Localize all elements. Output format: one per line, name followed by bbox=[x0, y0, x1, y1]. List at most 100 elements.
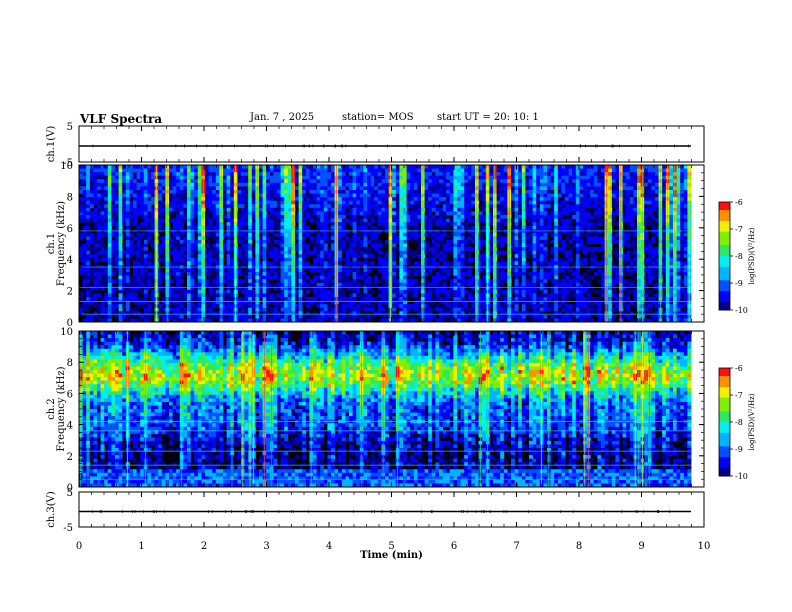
spectrogram-cell bbox=[93, 172, 98, 177]
spectrogram-cell bbox=[179, 297, 184, 301]
spectrogram-cell bbox=[212, 279, 217, 284]
spectrogram-cell bbox=[79, 232, 83, 237]
spectrogram-cell bbox=[244, 243, 249, 248]
spectrogram-cell bbox=[439, 186, 443, 191]
spectrogram-cell bbox=[262, 193, 267, 198]
spectrogram-cell bbox=[392, 186, 397, 191]
spectrogram-cell bbox=[349, 314, 353, 319]
spectrogram-cell bbox=[352, 165, 357, 169]
spectrogram-cell bbox=[215, 197, 220, 202]
spectrogram-cell bbox=[266, 247, 271, 252]
spectrogram-cell bbox=[237, 257, 242, 262]
spectrogram-cell bbox=[226, 311, 231, 316]
spectrogram-cell bbox=[367, 204, 371, 209]
spectrogram-cell bbox=[248, 197, 253, 202]
spectrogram-cell bbox=[356, 165, 361, 169]
spectrogram-cell bbox=[442, 286, 447, 291]
spectrogram-cell bbox=[323, 214, 328, 219]
spectrogram-cell bbox=[489, 168, 494, 173]
spectrogram-cell bbox=[107, 304, 112, 309]
spectrogram-cell bbox=[143, 179, 148, 184]
spectrogram-cell bbox=[86, 197, 91, 202]
spectrogram-cell bbox=[410, 286, 415, 291]
spectrogram-cell bbox=[158, 247, 163, 252]
spectrogram-cell bbox=[331, 314, 335, 319]
spectrogram-cell bbox=[143, 207, 148, 212]
spectrogram-cell bbox=[367, 314, 371, 319]
spectrogram-cell bbox=[428, 172, 433, 177]
spectrogram-cell bbox=[521, 175, 526, 180]
spectrogram-cell bbox=[338, 200, 343, 205]
spectrogram-cell bbox=[518, 297, 523, 301]
spectrogram-cell bbox=[374, 279, 379, 284]
spectrogram-cell bbox=[125, 279, 130, 284]
spectrogram-cell bbox=[298, 239, 303, 244]
spectrogram-cell bbox=[442, 297, 447, 301]
spectrogram-cell bbox=[406, 211, 411, 216]
spectrogram-cell bbox=[259, 189, 263, 194]
spectrogram-cell bbox=[442, 250, 447, 255]
spectrogram-cell bbox=[147, 222, 152, 227]
spectrogram-cell bbox=[385, 168, 389, 173]
spectrogram-cell bbox=[140, 232, 145, 237]
spectrogram-cell bbox=[514, 297, 519, 301]
spectrogram-cell bbox=[363, 179, 368, 184]
spectrogram-cell bbox=[367, 304, 371, 309]
spectrogram-cell bbox=[197, 282, 202, 287]
spectrogram-cell bbox=[179, 304, 184, 309]
spectrogram-cell bbox=[349, 254, 353, 259]
spectrogram-cell bbox=[341, 189, 346, 194]
spectrogram-cell bbox=[93, 254, 98, 259]
spectrogram-cell bbox=[89, 211, 94, 216]
spectrogram-cell bbox=[212, 247, 217, 252]
spectrogram-cell bbox=[363, 307, 368, 312]
spectrogram-cell bbox=[251, 247, 256, 252]
spectrogram-cell bbox=[287, 165, 292, 169]
spectrogram-cell bbox=[140, 200, 145, 205]
spectrogram-cell bbox=[431, 247, 436, 252]
spectrogram-cell bbox=[187, 207, 191, 212]
spectrogram-cell bbox=[187, 232, 191, 237]
spectrogram-cell bbox=[111, 272, 116, 277]
spectrogram-cell bbox=[197, 172, 202, 177]
spectrogram-cell bbox=[295, 304, 299, 309]
spectrogram-cell bbox=[230, 279, 235, 284]
spectrogram-cell bbox=[284, 272, 289, 277]
spectrogram-cell bbox=[514, 293, 519, 298]
spectrogram-cell bbox=[280, 186, 285, 191]
spectrogram-cell bbox=[374, 225, 379, 230]
spectrogram-cell bbox=[464, 222, 469, 227]
spectrogram-cell bbox=[97, 257, 101, 262]
spectrogram-cell bbox=[118, 189, 123, 194]
spectrogram-cell bbox=[172, 286, 177, 291]
spectrogram-cell bbox=[230, 239, 235, 244]
spectrogram-cell bbox=[500, 175, 505, 180]
spectrogram-cell bbox=[471, 168, 476, 173]
spectrogram-cell bbox=[356, 254, 361, 259]
spectrogram-cell bbox=[385, 175, 389, 180]
spectrogram-cell bbox=[169, 186, 173, 191]
spectrogram-cell bbox=[428, 232, 433, 237]
spectrogram-cell bbox=[514, 282, 519, 287]
spectrogram-cell bbox=[471, 236, 476, 241]
spectrogram-cell bbox=[172, 254, 177, 259]
spectrogram-cell bbox=[377, 175, 382, 180]
spectrogram-cell bbox=[496, 214, 501, 219]
spectrogram-cell bbox=[111, 247, 116, 252]
spectrogram-cell bbox=[309, 214, 314, 219]
spectrogram-cell bbox=[316, 286, 321, 291]
spectrogram-cell bbox=[140, 214, 145, 219]
spectrogram-cell bbox=[514, 168, 519, 173]
spectrogram-cell bbox=[536, 232, 541, 237]
spectrogram-cell bbox=[208, 207, 213, 212]
spectrogram-cell bbox=[327, 314, 332, 319]
spectrogram-cell bbox=[287, 318, 292, 323]
spectrogram-cell bbox=[277, 225, 281, 230]
spectrogram-cell bbox=[341, 307, 346, 312]
spectrogram-cell bbox=[439, 214, 443, 219]
spectrogram-cell bbox=[273, 172, 278, 177]
spectrogram-cell bbox=[133, 279, 137, 284]
spectrogram-cell bbox=[169, 179, 173, 184]
spectrogram-cell bbox=[529, 232, 533, 237]
spectrogram-cell bbox=[428, 186, 433, 191]
